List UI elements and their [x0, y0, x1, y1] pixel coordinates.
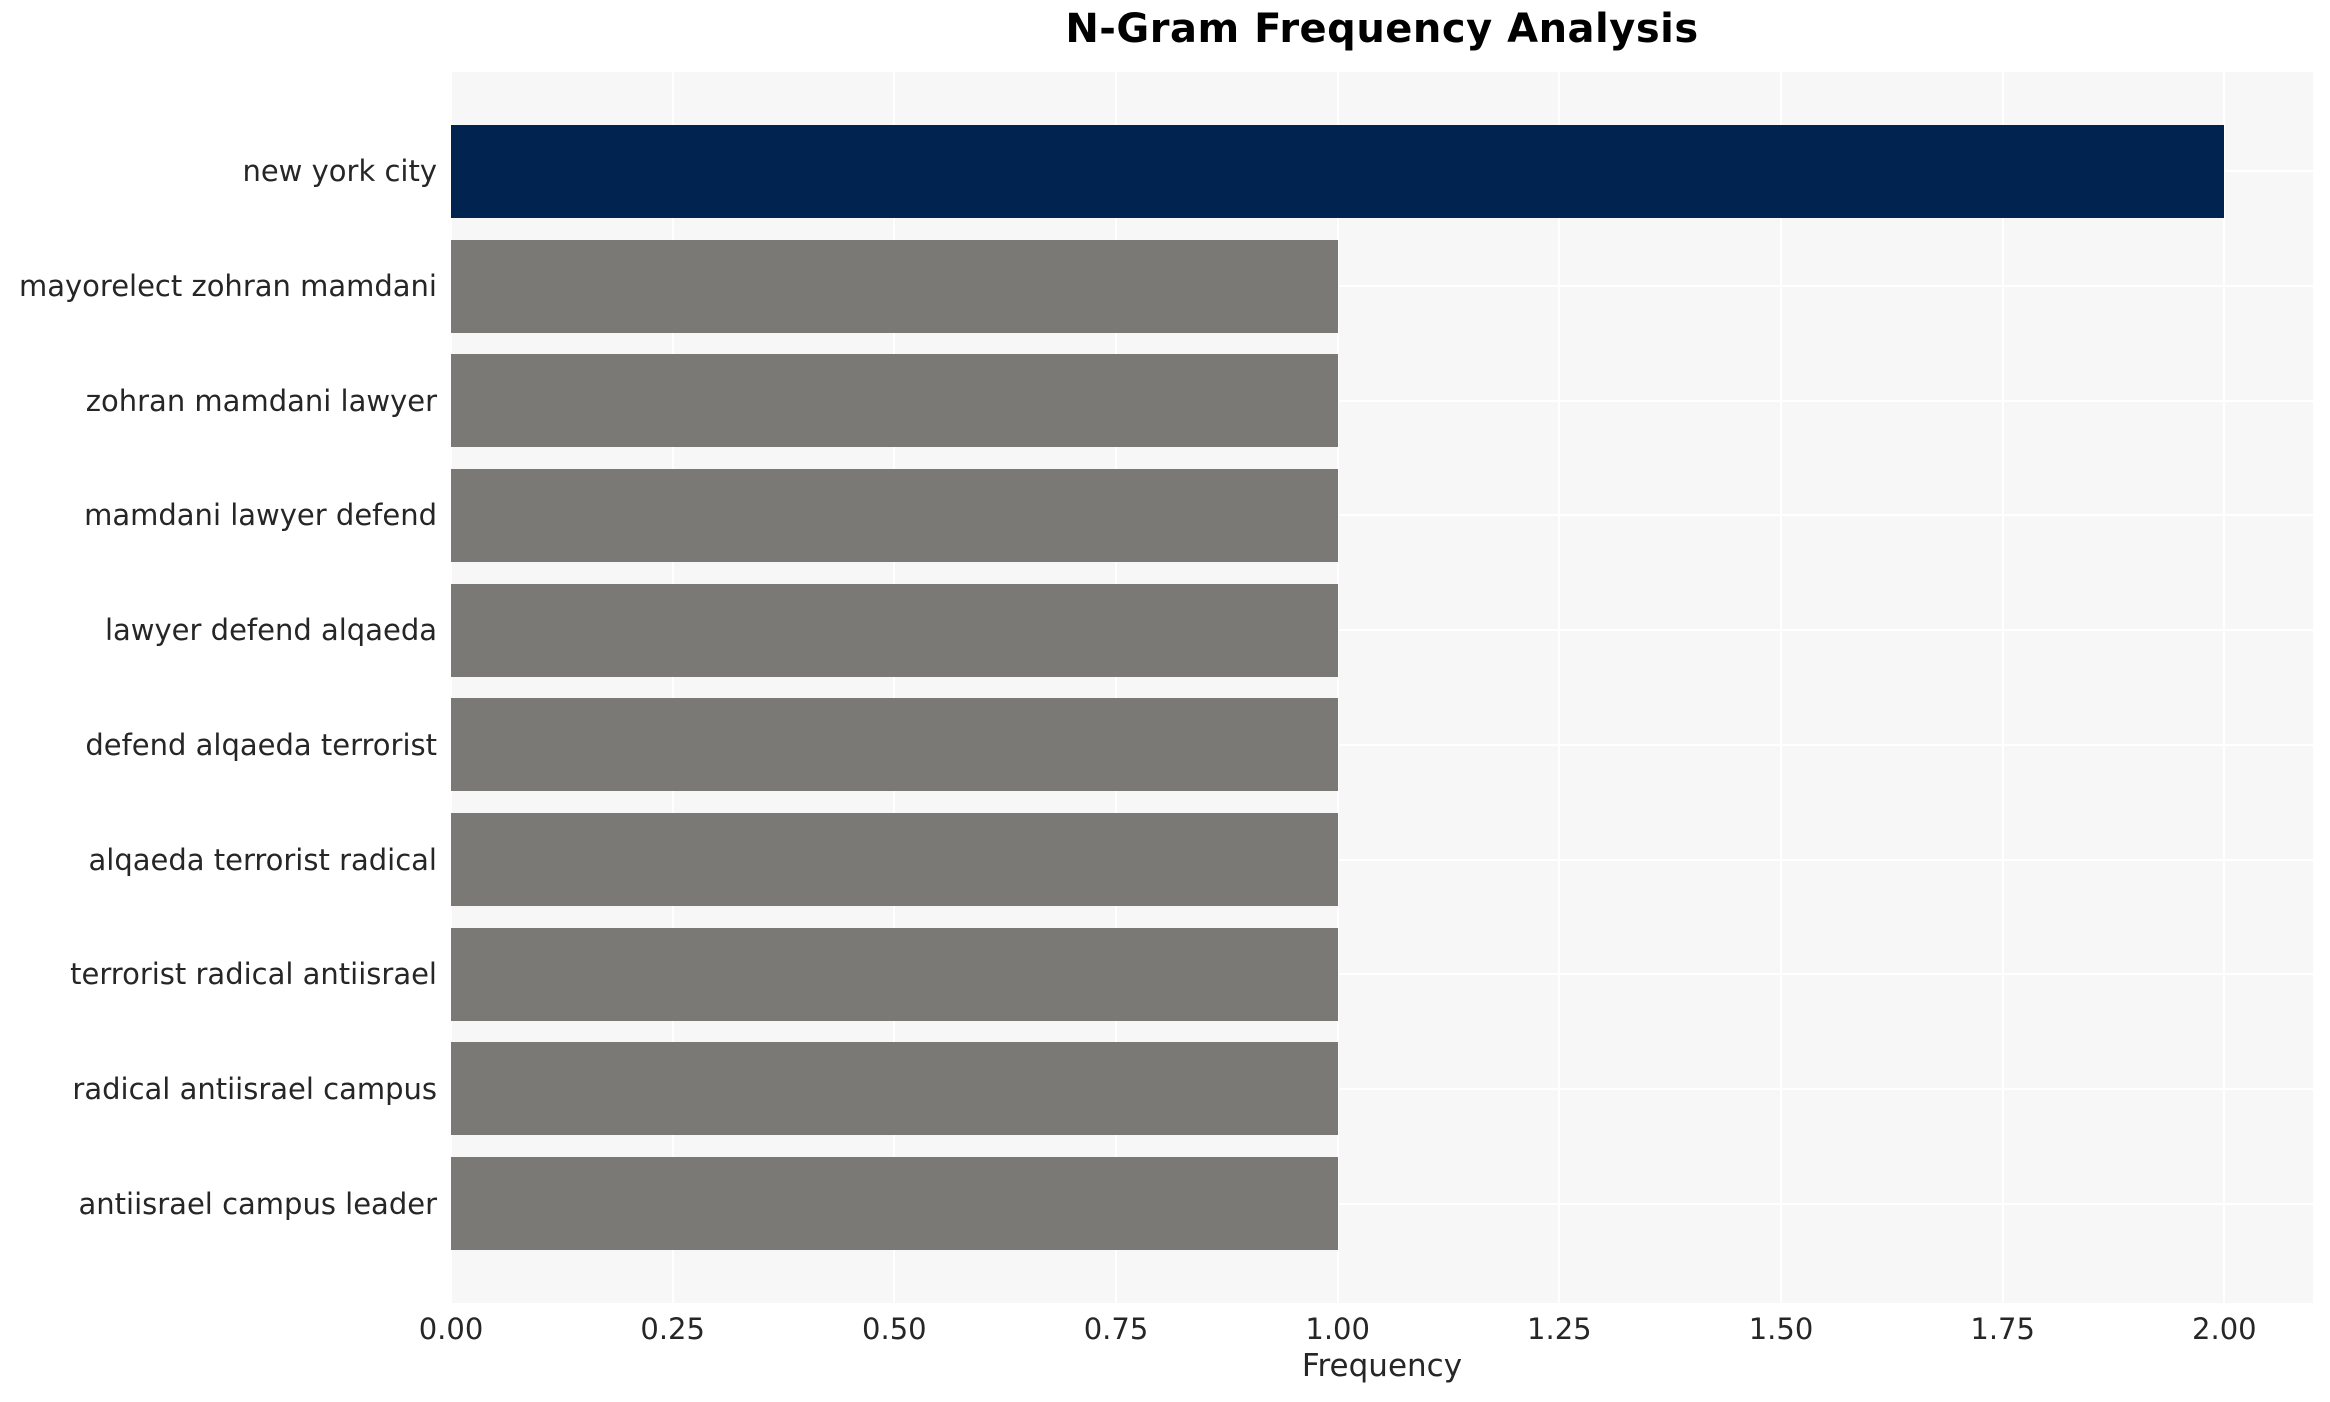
x-axis-title: Frequency	[1301, 1348, 1463, 1384]
y-tick-label: defend alqaeda terrorist	[85, 727, 437, 762]
bar-mayorelect-zohran-mamdani	[451, 239, 1338, 333]
x-tick-label: 1.00	[1305, 1312, 1370, 1346]
x-tick-label: 0.25	[640, 1312, 705, 1346]
y-tick-label: mamdani lawyer defend	[84, 498, 437, 533]
bar-mamdani-lawyer-defend	[451, 468, 1338, 562]
y-tick-label: alqaeda terrorist radical	[88, 842, 437, 877]
vertical-gridline	[2001, 72, 2004, 1303]
vertical-gridline	[450, 72, 452, 1303]
horizontal-gridline	[451, 743, 2313, 746]
bar-zohran-mamdani-lawyer	[451, 354, 1338, 448]
chart-title: N-Gram Frequency Analysis	[1065, 6, 1699, 52]
horizontal-gridline	[451, 1202, 2313, 1205]
y-tick-label: lawyer defend alqaeda	[104, 613, 437, 648]
vertical-gridline	[1558, 72, 1561, 1303]
horizontal-gridline	[451, 514, 2313, 517]
bar-alqaeda-terrorist-radical	[451, 813, 1338, 907]
vertical-gridline	[671, 72, 674, 1303]
y-tick-label: zohran mamdani lawyer	[85, 383, 437, 418]
bar-terrorist-radical-antiisrael	[451, 927, 1338, 1021]
x-tick-label: 2.00	[2192, 1312, 2257, 1346]
y-tick-label: terrorist radical antiisrael	[70, 957, 437, 992]
vertical-gridline	[893, 72, 896, 1303]
y-tick-label: mayorelect zohran mamdani	[18, 269, 437, 304]
x-tick-label: 0.50	[862, 1312, 927, 1346]
bar-lawyer-defend-alqaeda	[451, 583, 1338, 677]
horizontal-gridline	[451, 973, 2313, 976]
vertical-gridline	[1336, 72, 1339, 1303]
bar-new-york-city	[451, 124, 2225, 218]
y-tick-label: radical antiisrael campus	[72, 1071, 437, 1106]
bar-radical-antiisrael-campus	[451, 1042, 1338, 1136]
x-tick-label: 0.75	[1083, 1312, 1149, 1346]
horizontal-gridline	[451, 858, 2313, 861]
x-tick-label: 1.50	[1748, 1312, 1814, 1346]
horizontal-gridline	[451, 629, 2313, 632]
plot-area	[450, 72, 2313, 1303]
bar-antiisrael-campus-leader	[451, 1157, 1338, 1251]
horizontal-gridline	[451, 285, 2313, 288]
y-tick-label: new york city	[242, 154, 437, 189]
y-tick-label: antiisrael campus leader	[78, 1186, 437, 1221]
vertical-gridline	[1115, 72, 1117, 1303]
horizontal-gridline	[451, 399, 2313, 402]
vertical-gridline	[2223, 72, 2226, 1303]
horizontal-gridline	[451, 1087, 2313, 1090]
vertical-gridline	[1780, 72, 1782, 1303]
bar-defend-alqaeda-terrorist	[451, 698, 1338, 792]
x-tick-label: 0.00	[418, 1312, 484, 1346]
x-tick-label: 1.25	[1527, 1312, 1592, 1346]
x-tick-label: 1.75	[1970, 1312, 2035, 1346]
y-axis-labels: new york city mayorelect zohran mamdani zo…	[0, 72, 437, 1303]
